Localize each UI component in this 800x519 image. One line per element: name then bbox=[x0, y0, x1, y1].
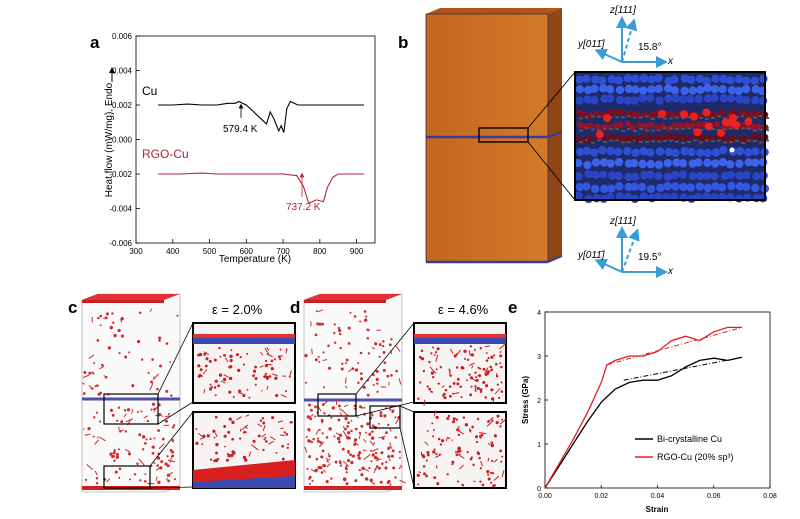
dsc-x-tick-label: 400 bbox=[166, 247, 180, 256]
dsc-y-axis-label: Heat flow (mW/mg), Endo bbox=[104, 82, 115, 197]
strain-label-d: ε = 4.6% bbox=[438, 302, 489, 317]
axis-label-z-bottom: z[111] bbox=[609, 216, 636, 227]
axis-label-y-bottom: y[011̄] bbox=[577, 250, 605, 261]
dsc-annotation-cu-peak: 579.4 K bbox=[223, 124, 258, 135]
dsc-x-tick-label: 500 bbox=[203, 247, 217, 256]
dsc-series-line bbox=[158, 100, 364, 133]
panel-label-d: d bbox=[290, 298, 301, 317]
dsc-chart: 300 400 500 600 700 800 900 0.006 0.004 0.002 0.00… bbox=[104, 32, 376, 265]
stress-x-tick-label: 0.08 bbox=[763, 493, 777, 500]
stress-y-axis-label: Stress (GPa) bbox=[521, 376, 530, 424]
axis-label-z-top: z[111] bbox=[609, 5, 636, 16]
dsc-y-tick-label: 0.006 bbox=[112, 32, 133, 41]
dsc-y-tick-label: 0.002 bbox=[112, 101, 133, 110]
panel-label-a: a bbox=[90, 33, 100, 52]
dsc-series-label-cu: Cu bbox=[142, 84, 157, 98]
axis-label-x-bottom: x bbox=[667, 266, 674, 277]
stress-x-tick-label: 0.04 bbox=[651, 493, 665, 500]
stress-y-tick-label: 4 bbox=[537, 310, 541, 317]
axis-label-y-top: y[011̄] bbox=[577, 39, 605, 50]
dsc-series-label-rgo-cu: RGO-Cu bbox=[142, 147, 189, 161]
stress-legend: Bi-crystalline Cu RGO-Cu (20% sp³) bbox=[635, 434, 734, 462]
dsc-y-tick-label: -0.004 bbox=[109, 205, 132, 214]
stress-y-tick-label: 0 bbox=[537, 486, 541, 493]
legend-label-bi-crystalline: Bi-crystalline Cu bbox=[657, 434, 722, 444]
dsc-y-tick-label: -0.002 bbox=[109, 170, 132, 179]
copper-slab bbox=[425, 8, 563, 264]
crystal-axes-top: z[111] y[011̄] x 15.8° bbox=[577, 5, 674, 68]
dsc-x-tick-label: 300 bbox=[129, 247, 143, 256]
stress-y-tick-label: 2 bbox=[537, 398, 541, 405]
stress-y-tick-label: 1 bbox=[537, 442, 541, 449]
dsc-x-tick-label: 900 bbox=[350, 247, 364, 256]
stress-x-tick-label: 0.02 bbox=[594, 493, 608, 500]
dsc-x-tick-label: 600 bbox=[240, 247, 254, 256]
dsc-y-tick-label: -0.006 bbox=[109, 239, 132, 248]
atomistic-zoom-view bbox=[573, 71, 770, 204]
dsc-series-line bbox=[158, 172, 364, 205]
snapshot-c bbox=[81, 293, 296, 493]
stress-x-axis-label: Strain bbox=[646, 505, 669, 514]
zoom-region-box bbox=[478, 127, 529, 143]
dsc-plot-frame bbox=[135, 35, 376, 244]
stress-x-tick-label: 0.00 bbox=[538, 493, 552, 500]
panel-label-e: e bbox=[508, 298, 518, 317]
dsc-annotation-rgo-peak: 737.2 K bbox=[286, 202, 321, 213]
axis-label-x-top: x bbox=[667, 56, 674, 67]
stress-fit-line bbox=[606, 326, 743, 366]
panel-label-b: b bbox=[398, 33, 409, 52]
dsc-x-tick-label: 700 bbox=[276, 247, 290, 256]
dsc-y-tick-label: 0.004 bbox=[112, 67, 133, 76]
stress-x-tick-label: 0.06 bbox=[707, 493, 721, 500]
stress-y-tick-label: 3 bbox=[537, 354, 541, 361]
tilt-angle-bottom: 19.5° bbox=[638, 252, 661, 263]
md-model-figure: z[111] y[011̄] x 15.8° z[111] y[011̄] x … bbox=[425, 5, 770, 278]
crystal-axes-bottom: z[111] y[011̄] x 19.5° bbox=[577, 216, 674, 278]
dsc-x-axis-label: Temperature (K) bbox=[219, 254, 291, 265]
dislocation-snapshots bbox=[81, 293, 507, 493]
stress-series-line bbox=[544, 356, 743, 489]
stress-strain-chart: 0.00 0.02 0.04 0.06 0.08 0 1 2 3 4 Stress (GPa) S… bbox=[521, 310, 777, 514]
stress-series-line bbox=[544, 326, 742, 489]
dsc-y-tick-label: 0.000 bbox=[112, 136, 133, 145]
dsc-x-tick-label: 800 bbox=[313, 247, 327, 256]
panel-label-c: c bbox=[68, 298, 78, 317]
strain-label-c: ε = 2.0% bbox=[212, 302, 263, 317]
snapshot-d bbox=[303, 293, 507, 493]
legend-label-rgo-cu: RGO-Cu (20% sp³) bbox=[657, 452, 734, 462]
tilt-angle-top: 15.8° bbox=[638, 42, 661, 53]
